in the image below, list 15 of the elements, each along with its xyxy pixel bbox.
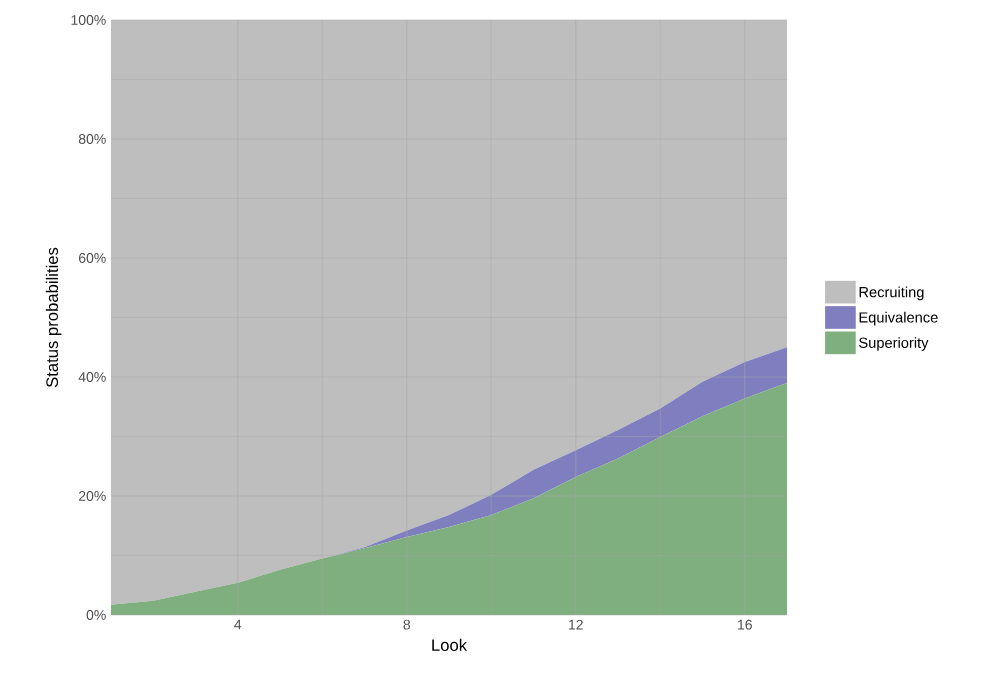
legend-label: Superiority bbox=[859, 337, 929, 351]
y-tick-label: 60% bbox=[78, 253, 106, 263]
x-tick-label: 4 bbox=[234, 619, 242, 630]
x-axis-title: Look bbox=[432, 638, 468, 651]
y-tick-label: 100% bbox=[71, 15, 106, 25]
x-tick-label: 16 bbox=[738, 619, 752, 630]
y-tick-label: 80% bbox=[78, 134, 106, 144]
legend-label: Equivalence bbox=[859, 311, 938, 326]
y-tick-label: 20% bbox=[78, 491, 106, 501]
legend-label: Recruiting bbox=[859, 286, 924, 301]
y-tick-label: 40% bbox=[78, 372, 106, 382]
y-tick-label: 0% bbox=[86, 610, 106, 620]
x-tick-label: 8 bbox=[403, 619, 411, 630]
y-axis-title: Status probabilities bbox=[45, 247, 62, 388]
x-tick-label: 12 bbox=[569, 619, 583, 630]
